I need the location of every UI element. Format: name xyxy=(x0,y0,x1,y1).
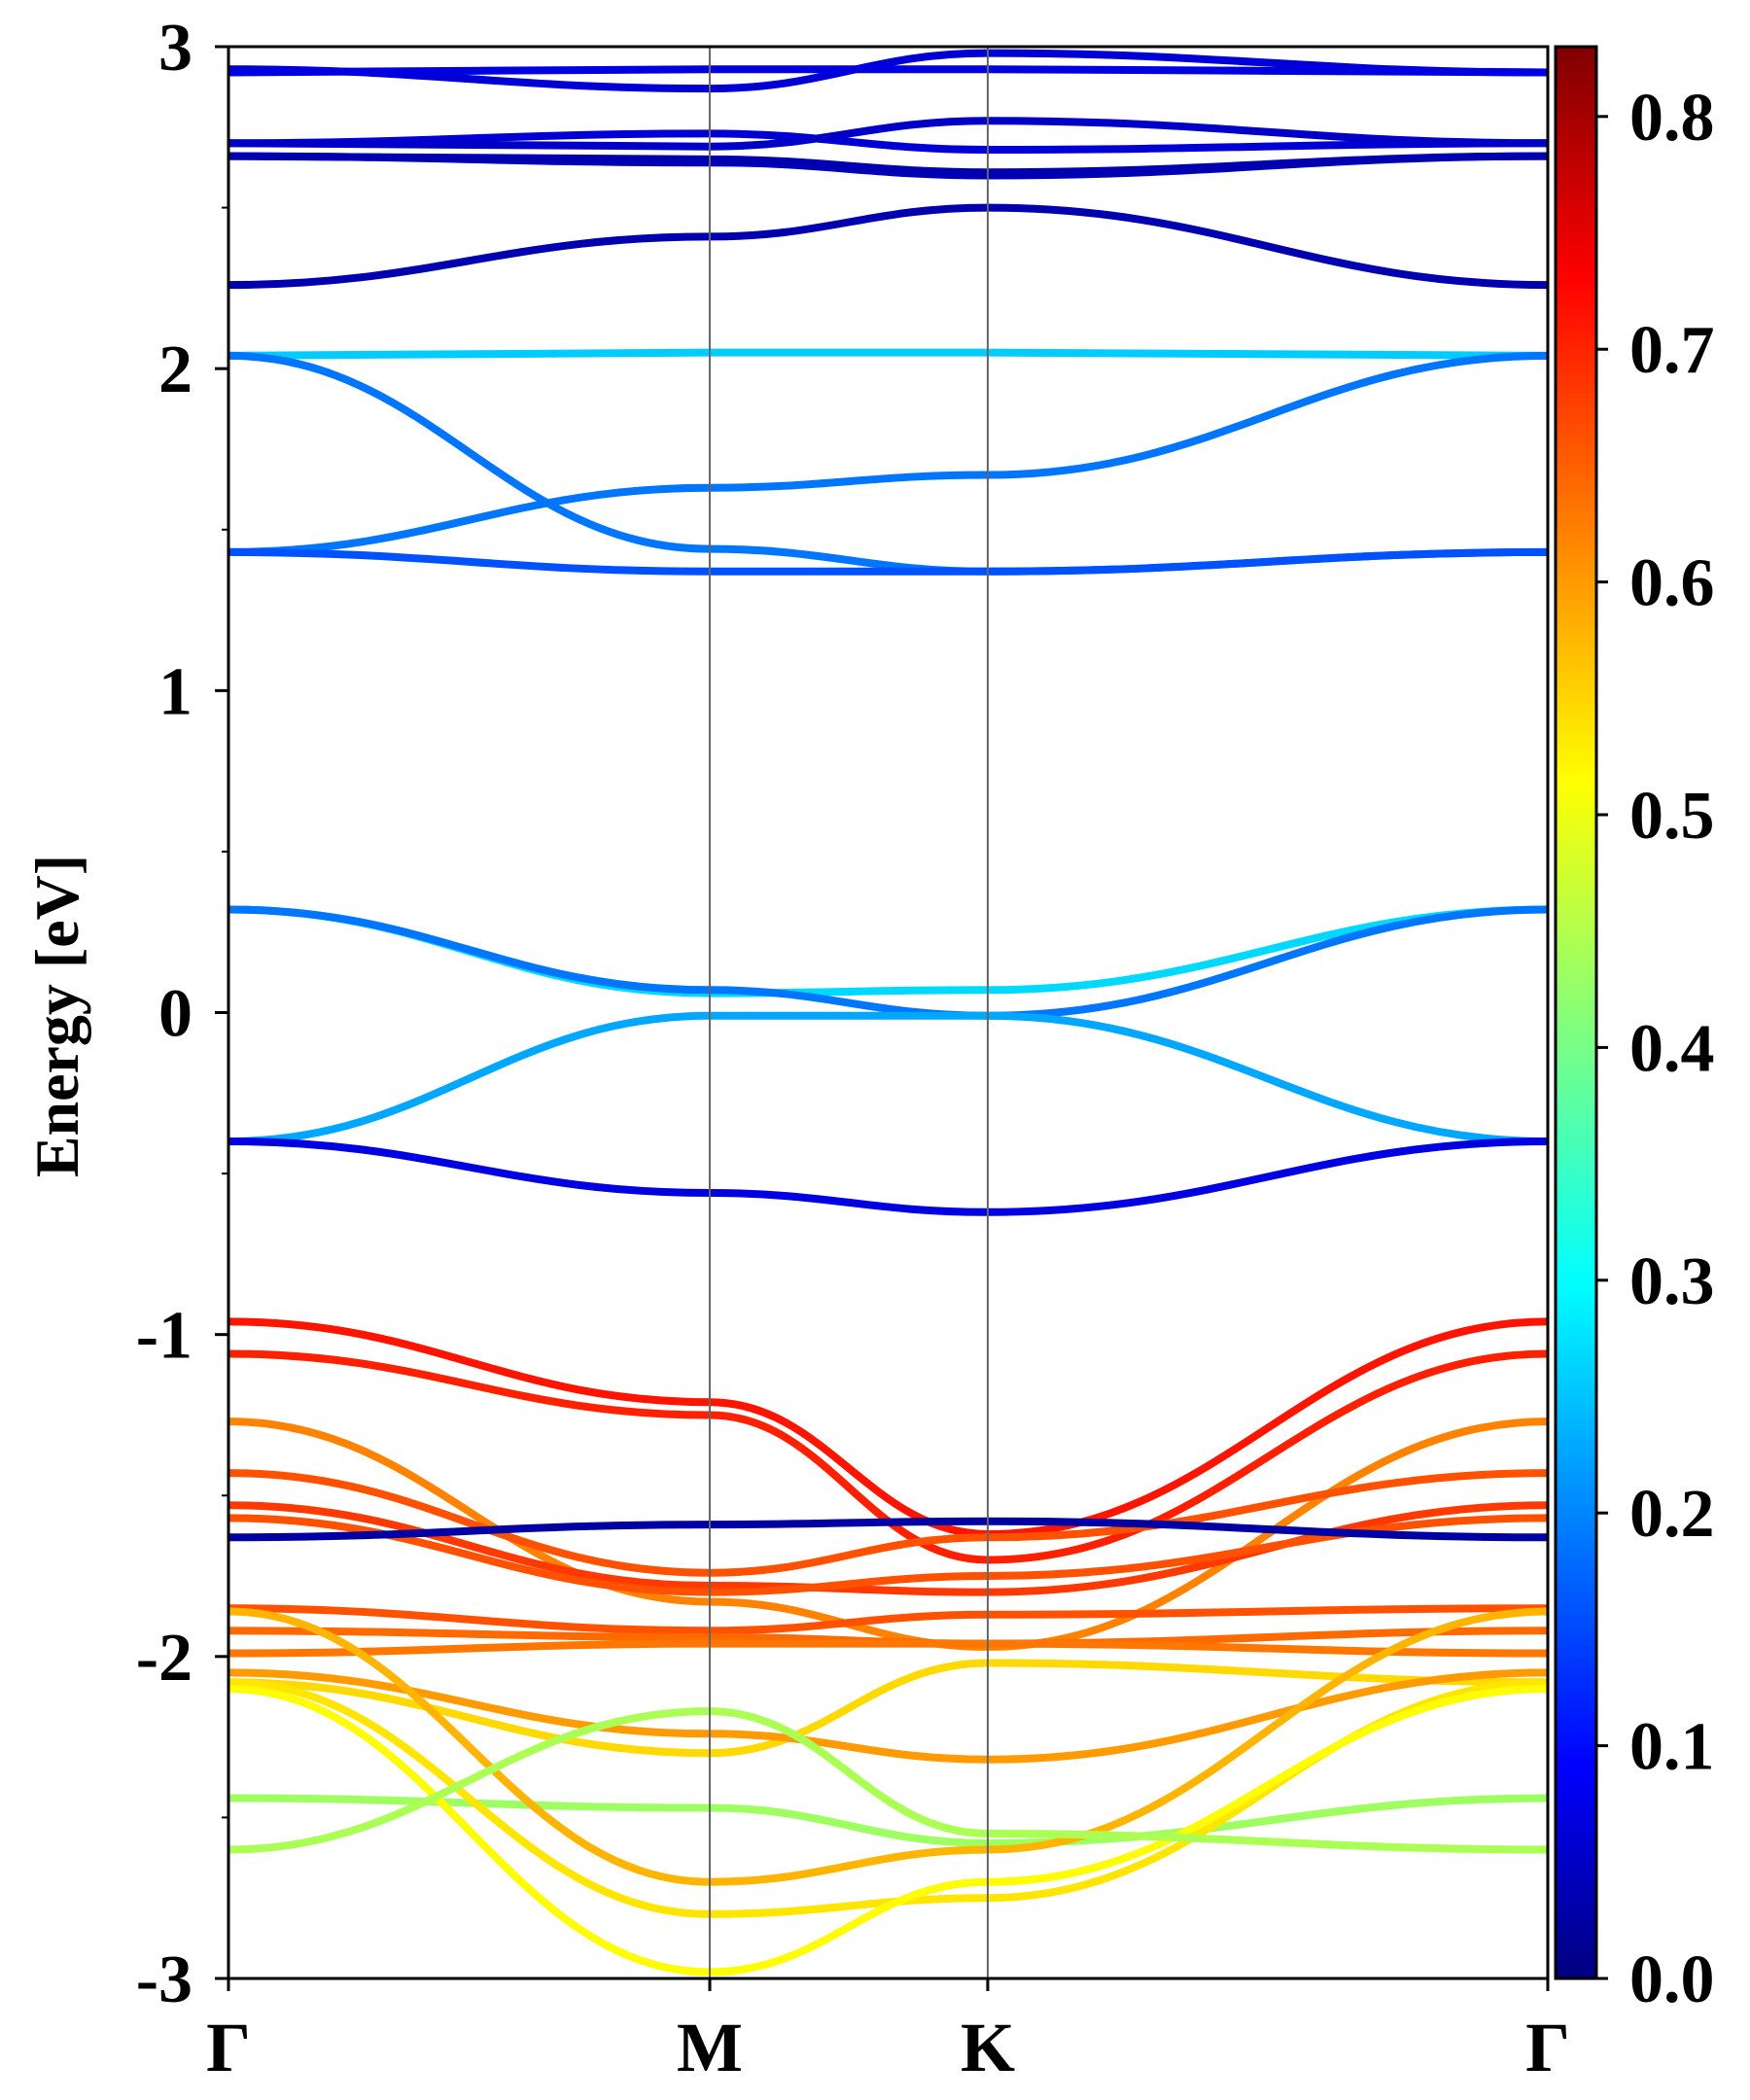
colorbar-tick-label: 0.1 xyxy=(1629,1710,1715,1785)
band-line-6 xyxy=(228,152,1548,177)
bands-layer xyxy=(228,49,1548,1977)
colorbar-tick-label: 0.4 xyxy=(1629,1011,1715,1086)
colorbar-tick-label: 0.6 xyxy=(1629,546,1715,621)
band-line-29 xyxy=(228,1607,1548,1886)
x-tick-label: Γ xyxy=(206,2009,251,2086)
band-line-3 xyxy=(228,129,1548,154)
colorbar-tick-label: 0.8 xyxy=(1629,81,1715,156)
colorbar-tick-label: 0.3 xyxy=(1629,1244,1715,1319)
colorbar xyxy=(1554,45,1598,1980)
y-tick-label: -2 xyxy=(136,1621,192,1696)
band-line-10 xyxy=(228,351,1548,556)
band-line-23 xyxy=(228,1604,1548,1635)
x-tick-label: Γ xyxy=(1525,2009,1570,2086)
band-line-26 xyxy=(228,1659,1548,1758)
y-tick-label: -3 xyxy=(136,1942,192,2017)
band-line-12 xyxy=(228,905,1548,998)
band-line-7 xyxy=(228,203,1548,290)
band-line-19 xyxy=(228,1469,1548,1577)
band-line-8 xyxy=(228,348,1548,360)
colorbar-axis: 0.0 0.1 0.2 0.3 0.4 0.5 0.6 0.7 0.8 xyxy=(1596,81,1715,2017)
band-line-16 xyxy=(228,1317,1548,1538)
colorbar-tick-label: 0.7 xyxy=(1629,313,1715,388)
colorbar-tick-label: 0.0 xyxy=(1629,1942,1715,2017)
y-tick-label: 0 xyxy=(158,977,192,1052)
x-tick-label: M xyxy=(677,2009,743,2086)
y-tick-label: 1 xyxy=(158,654,192,729)
band-line-21 xyxy=(228,1514,1548,1596)
band-line-2 xyxy=(228,65,1548,77)
band-line-11 xyxy=(228,547,1548,576)
high-symmetry-lines xyxy=(709,47,989,1978)
band-line-17 xyxy=(228,1349,1548,1564)
y-tick-label: 3 xyxy=(158,11,192,86)
band-line-4 xyxy=(228,117,1548,151)
y-tick-label: 2 xyxy=(158,332,192,407)
colorbar-tick-label: 0.5 xyxy=(1629,779,1715,854)
band-line-22 xyxy=(228,1517,1548,1542)
y-tick-label: -1 xyxy=(136,1299,192,1374)
band-line-25 xyxy=(228,1639,1548,1658)
band-line-14 xyxy=(228,1011,1548,1145)
band-line-18 xyxy=(228,1418,1548,1651)
band-line-28 xyxy=(228,1794,1548,1847)
y-axis-title: Energy [eV] xyxy=(22,855,91,1177)
band-line-15 xyxy=(228,1138,1548,1216)
band-line-13 xyxy=(228,905,1548,1020)
x-tick-label: K xyxy=(961,2009,1015,2086)
y-axis: -3 -2 -1 0 1 2 3 xyxy=(136,11,228,2017)
band-line-32 xyxy=(228,1707,1548,1854)
colorbar-tick-label: 0.2 xyxy=(1629,1477,1715,1552)
band-line-31 xyxy=(228,1685,1548,1977)
